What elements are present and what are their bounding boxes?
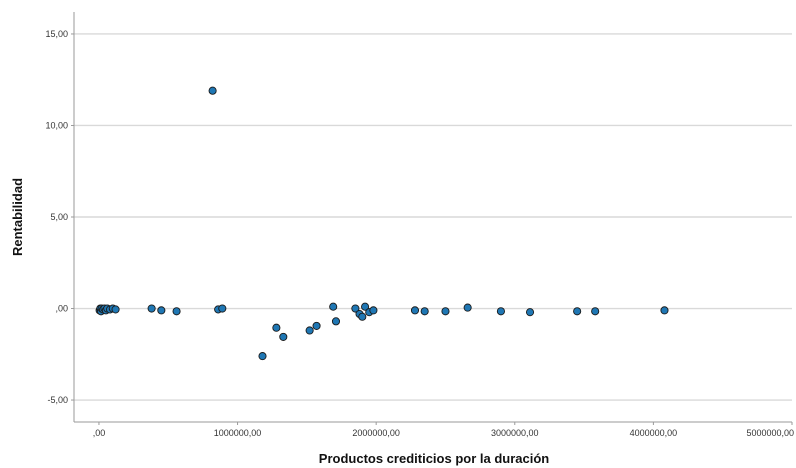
data-point xyxy=(258,352,267,361)
x-tick-label: 3000000,00 xyxy=(491,428,539,438)
y-tick-label: 15,00 xyxy=(45,29,68,39)
data-point xyxy=(157,306,166,315)
x-tick-label: 4000000,00 xyxy=(630,428,678,438)
data-point xyxy=(358,312,367,321)
data-point xyxy=(305,326,314,335)
data-point xyxy=(660,306,669,315)
data-point xyxy=(420,307,429,316)
y-tick-label: 10,00 xyxy=(45,120,68,130)
y-tick-label: -5,00 xyxy=(47,395,68,405)
data-point xyxy=(525,308,535,317)
data-point xyxy=(331,317,341,326)
data-point xyxy=(147,304,156,313)
data-point xyxy=(218,304,227,313)
data-point xyxy=(208,86,217,95)
data-point xyxy=(361,302,370,311)
data-point xyxy=(369,306,378,315)
data-point xyxy=(463,303,472,312)
x-tick-labels: ,00 1000000,00 2000000,00 3000000,00 4000000… xyxy=(93,422,794,438)
y-tick-label: ,00 xyxy=(55,304,68,314)
data-point xyxy=(410,306,420,315)
data-point xyxy=(111,305,120,314)
x-tick-label: 1000000,00 xyxy=(214,428,262,438)
x-tick-label: 2000000,00 xyxy=(352,428,400,438)
data-point xyxy=(279,332,288,341)
x-tick-label: ,00 xyxy=(93,428,106,438)
data-point xyxy=(441,307,450,316)
data-point xyxy=(351,304,360,313)
data-point xyxy=(329,302,338,311)
data-point xyxy=(591,307,600,316)
data-point xyxy=(496,307,505,316)
data-point xyxy=(312,321,321,330)
y-tick-label: 5,00 xyxy=(50,212,68,222)
gridlines xyxy=(74,33,792,401)
x-tick-label: 5000000,00 xyxy=(746,428,794,438)
x-axis-title: Productos crediticios por la duración xyxy=(319,451,549,466)
y-axis-title: Rentabilidad xyxy=(10,178,25,256)
data-point xyxy=(573,307,582,316)
data-point xyxy=(172,307,181,316)
data-point xyxy=(272,323,281,332)
data-points xyxy=(95,86,669,361)
y-tick-labels: 15,00 10,00 5,00 ,00 -5,00 xyxy=(45,29,74,405)
